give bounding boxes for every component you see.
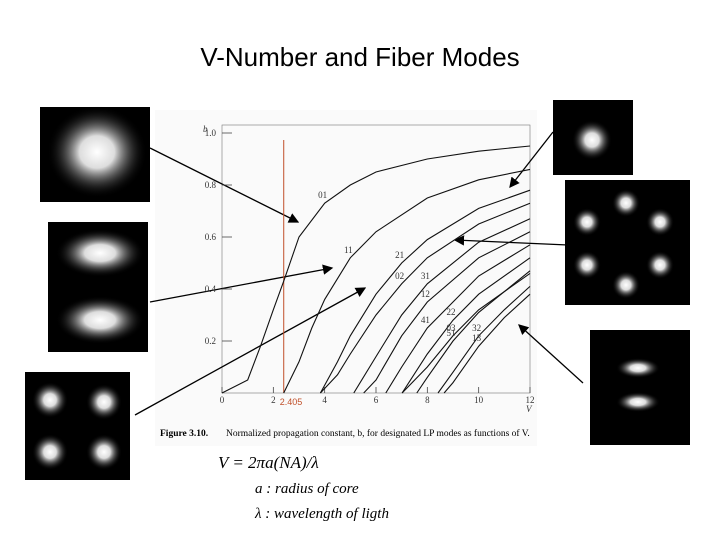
note: λ : wavelength of ligth <box>254 506 389 522</box>
mode-label: 32 <box>472 323 481 333</box>
mode-label: 01 <box>318 190 327 200</box>
mode-curve <box>283 168 531 394</box>
y-tick-label: 0.6 <box>205 232 217 242</box>
mode-curve <box>401 257 531 394</box>
x-tick-label: 0 <box>220 395 225 405</box>
mode-image <box>590 330 690 445</box>
x-tick-label: 8 <box>425 395 430 405</box>
slide-title: V-Number and Fiber Modes <box>200 42 519 72</box>
x-axis-label: V <box>526 404 533 414</box>
note: a : radius of core <box>255 481 359 497</box>
formula: V = 2πa(NA)/λ <box>218 453 319 472</box>
mode-image <box>565 180 690 305</box>
mode-curve <box>319 189 531 394</box>
caption-label: Figure 3.10. <box>160 429 208 439</box>
mode-curve <box>319 202 531 394</box>
mode-curve <box>443 293 531 394</box>
x-tick-label: 4 <box>322 395 327 405</box>
mode-curve <box>363 231 531 394</box>
mode-label: 51 <box>447 328 456 338</box>
mode-image <box>40 106 150 202</box>
x-tick-label: 10 <box>474 395 484 405</box>
y-tick-label: 1.0 <box>205 128 217 138</box>
mode-label: 02 <box>395 271 404 281</box>
mode-image <box>25 372 130 480</box>
mode-label: 03 <box>447 323 457 333</box>
y-tick-label: 0.2 <box>205 336 216 346</box>
arrows <box>134 131 584 416</box>
mode-label: 13 <box>472 333 482 343</box>
mode-label: 11 <box>344 245 353 255</box>
mode-curve <box>385 244 531 394</box>
figure-background <box>155 110 537 446</box>
mode-label: 21 <box>395 250 404 260</box>
mode-curve <box>353 218 531 394</box>
mode-image <box>553 100 633 175</box>
caption: Normalized propagation constant, b, for … <box>226 428 530 439</box>
mode-curve <box>221 145 531 394</box>
y-axis-label: b <box>203 124 208 134</box>
mode-label: 41 <box>421 315 430 325</box>
mode-curve <box>437 285 531 394</box>
mode-label: 12 <box>421 289 430 299</box>
y-tick-label: 0.4 <box>205 284 217 294</box>
mode-curve <box>416 270 531 394</box>
y-tick-label: 0.8 <box>205 180 217 190</box>
x-tick-label: 2 <box>271 395 276 405</box>
cutoff-label: 2.405 <box>280 397 303 407</box>
x-tick-label: 12 <box>526 395 535 405</box>
x-tick-label: 6 <box>374 395 379 405</box>
mode-curve <box>401 272 531 394</box>
mode-label: 22 <box>447 307 456 317</box>
mode-label: 31 <box>421 271 430 281</box>
mode-image <box>48 222 148 352</box>
